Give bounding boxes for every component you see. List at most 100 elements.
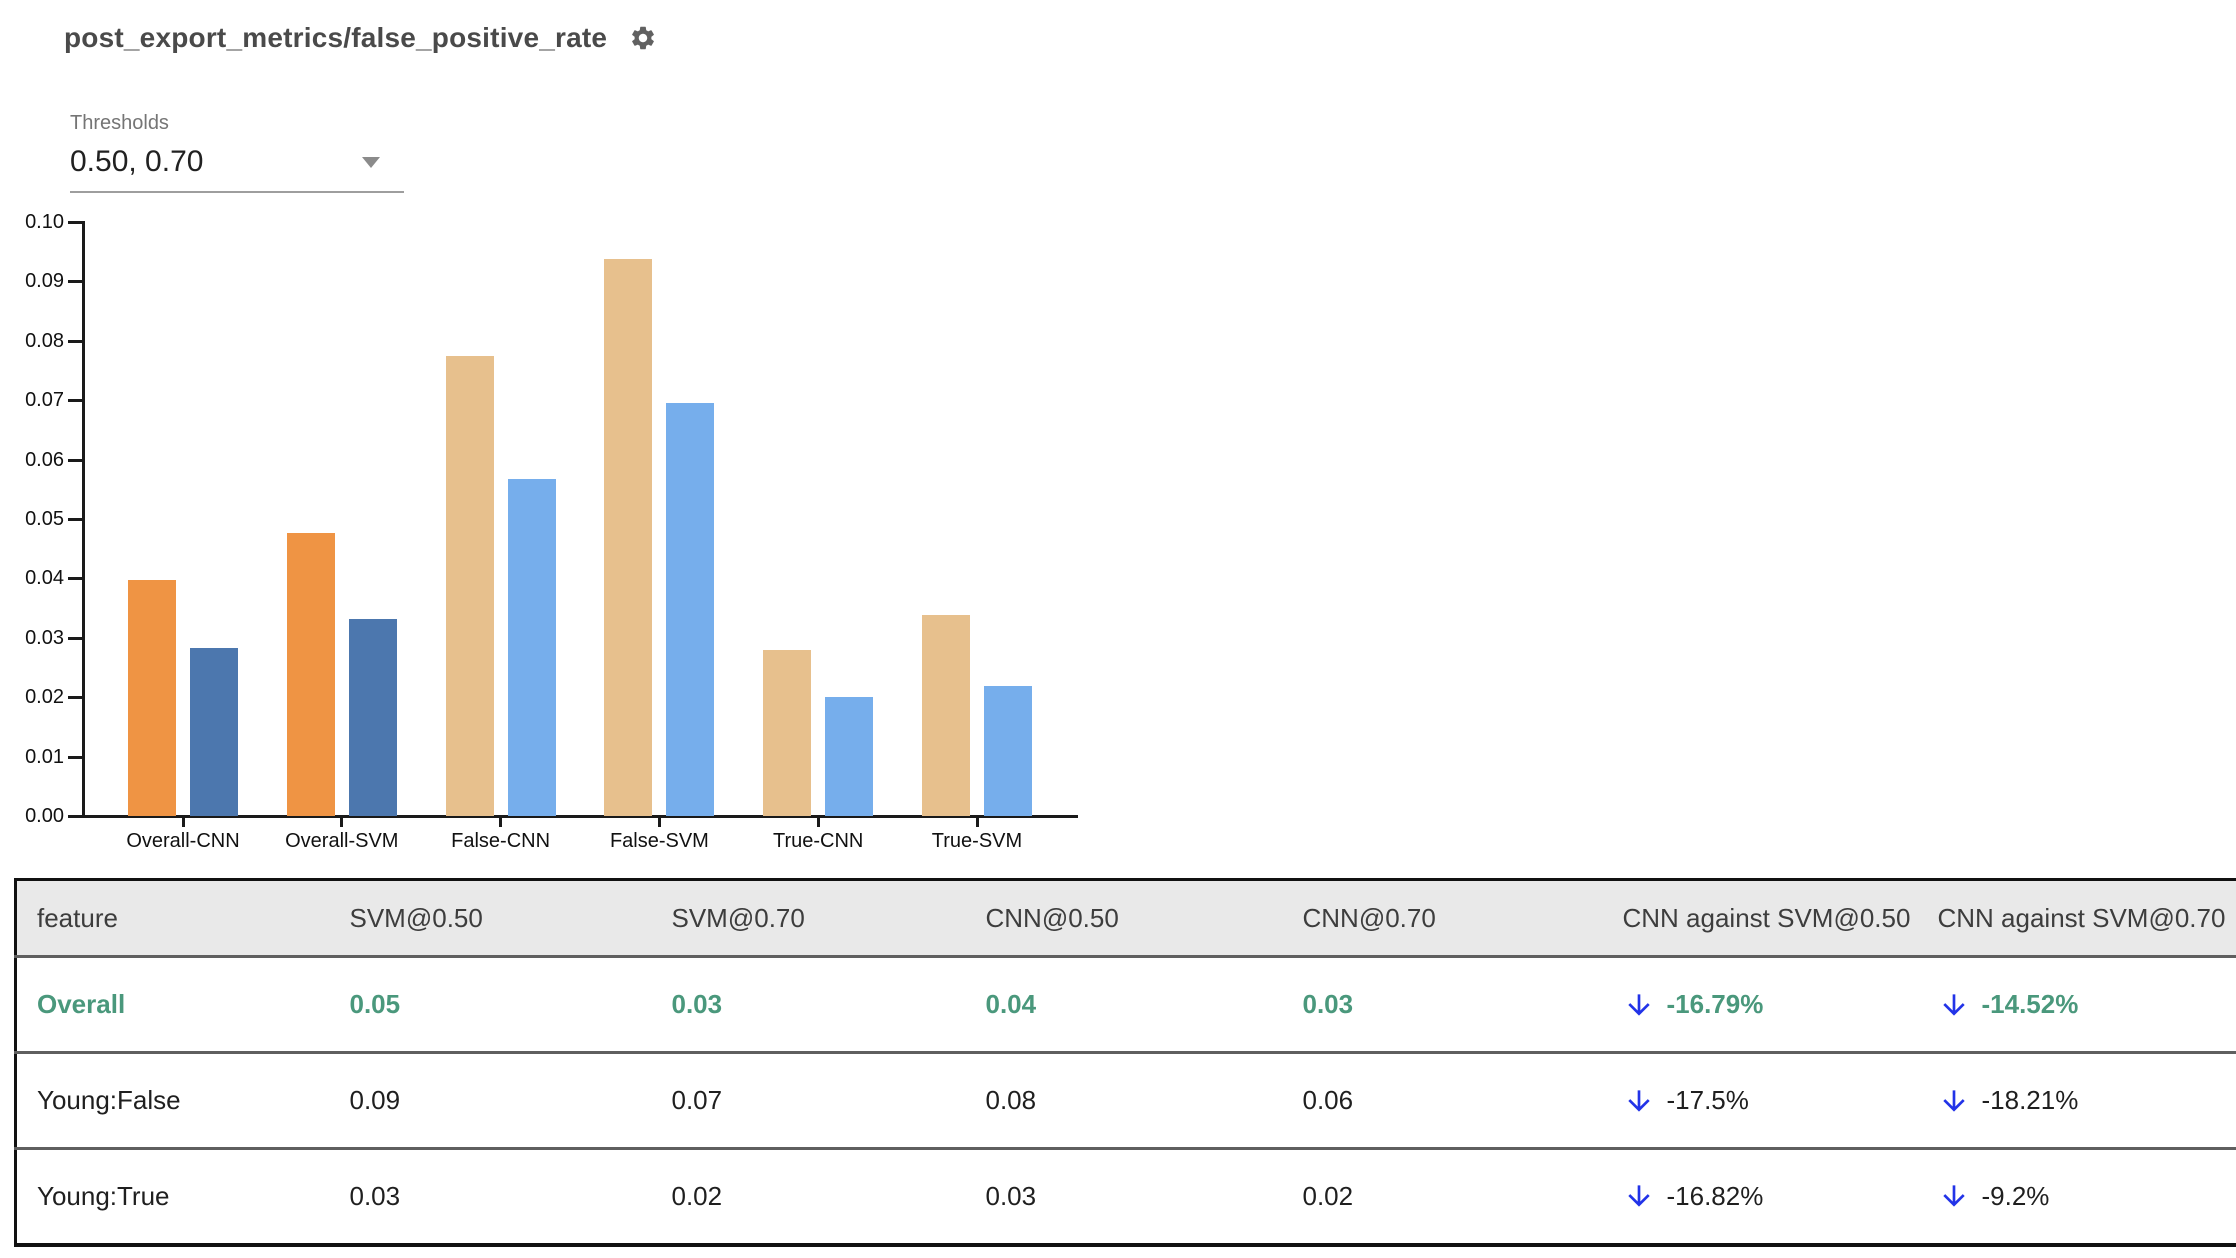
comparison-percent: -18.21%	[1981, 1085, 2079, 1115]
x-axis-line	[82, 815, 1078, 818]
y-axis-tick-label: 0.10	[25, 211, 64, 233]
bar-Overall-SVM-t050[interactable]	[286, 532, 335, 816]
table-row: Young:True 0.03 0.02 0.03 0.02 -16.82% -9.2%	[16, 1149, 2236, 1245]
bar-Overall-CNN-t070[interactable]	[190, 648, 238, 816]
metric-value-cell: 0.03	[349, 1180, 401, 1211]
bar-True-CNN-t070[interactable]	[825, 696, 874, 816]
y-axis-tick	[68, 696, 82, 700]
thresholds-select[interactable]: Thresholds 0.50, 0.70	[70, 112, 404, 193]
y-axis-tick-label: 0.04	[25, 567, 64, 590]
header-cnn-050: CNN@0.50	[985, 879, 1303, 958]
metric-value-cell: 0.03	[671, 956, 986, 1054]
comparison-percent: -17.5%	[1666, 1085, 1749, 1115]
metrics-table: feature SVM@0.50 SVM@0.70 CNN@0.50 CNN@0…	[14, 878, 2236, 1247]
comparison-percent: -14.52%	[1981, 989, 2079, 1019]
x-axis-category-label: True-SVM	[931, 830, 1023, 852]
bar-True-SVM-t050[interactable]	[922, 615, 970, 816]
page-title: post_export_metrics/false_positive_rate	[64, 22, 608, 53]
y-axis-tick-label: 0.00	[25, 805, 64, 827]
y-axis-tick-label: 0.05	[25, 508, 64, 530]
y-axis-tick	[68, 518, 82, 521]
comparison-cell: -16.82%	[1623, 1149, 1938, 1245]
y-axis-tick-label: 0.06	[25, 448, 64, 471]
metric-value-cell: 0.02	[671, 1180, 723, 1211]
bar-False-SVM-t050[interactable]	[604, 258, 653, 816]
table-row: Overall 0.05 0.03 0.04 0.03 -16.79% -14.52%	[15, 956, 2236, 1054]
feature-cell: Young:True	[37, 1180, 170, 1211]
x-axis-tick	[816, 818, 820, 827]
y-axis-tick-label: 0.03	[25, 626, 64, 649]
arrow-down-icon	[1623, 1085, 1655, 1117]
header-cnn-070: CNN@0.70	[1302, 879, 1623, 958]
thresholds-value: 0.50, 0.70	[70, 145, 204, 178]
comparison-percent: -16.82%	[1666, 1180, 1764, 1211]
arrow-down-icon	[1938, 989, 1970, 1021]
comparison-percent: -16.79%	[1666, 989, 1764, 1019]
y-axis-tick	[68, 577, 82, 581]
header-svm-050: SVM@0.50	[349, 879, 672, 958]
metric-value-cell: 0.03	[1302, 956, 1623, 1054]
thresholds-value-row: 0.50, 0.70	[70, 145, 404, 193]
metric-value-cell: 0.05	[349, 956, 672, 1054]
metric-value-cell: 0.04	[985, 956, 1303, 1054]
title-row: post_export_metrics/false_positive_rate	[64, 22, 657, 54]
y-axis-tick	[68, 221, 82, 224]
bar-False-SVM-t070[interactable]	[666, 403, 715, 816]
comparison-percent: -9.2%	[1981, 1180, 2050, 1211]
arrow-down-icon	[1623, 989, 1655, 1021]
metric-value-cell: 0.09	[349, 1052, 672, 1150]
metric-value-cell: 0.07	[671, 1052, 986, 1150]
header-cnn-vs-svm-070: CNN against SVM@0.70	[1937, 879, 2236, 958]
x-axis-category-label: False-CNN	[451, 830, 551, 852]
y-axis-tick	[68, 280, 82, 284]
table-row: Young:False 0.09 0.07 0.08 0.06 -17.5% -18.21%	[15, 1052, 2236, 1150]
arrow-down-icon	[1623, 1180, 1655, 1212]
x-axis-tick	[499, 818, 503, 827]
table-header-row: feature SVM@0.50 SVM@0.70 CNN@0.50 CNN@0…	[15, 879, 2236, 958]
thresholds-label: Thresholds	[70, 112, 169, 134]
y-axis-tick	[68, 458, 82, 462]
bar-True-CNN-t050[interactable]	[763, 649, 812, 816]
x-axis-category-label: Overall-SVM	[285, 830, 399, 852]
x-axis-category-label: True-CNN	[773, 830, 864, 852]
false-positive-rate-bar-chart: 0.00 0.01 0.02 0.03 0.04 0.05 0.06 0.07 0.08 0.09…	[0, 0, 1150, 880]
comparison-cell: -18.21%	[1937, 1052, 2236, 1150]
y-axis-tick	[68, 755, 82, 759]
header-cnn-vs-svm-050: CNN against SVM@0.50	[1622, 879, 1938, 958]
bar-Overall-CNN-t050[interactable]	[128, 579, 176, 816]
bar-False-CNN-t070[interactable]	[507, 478, 556, 816]
header-svm-070: SVM@0.70	[671, 879, 986, 958]
comparison-cell: -9.2%	[1938, 1149, 2236, 1245]
feature-cell: Overall	[15, 956, 350, 1054]
settings-gear-icon[interactable]	[629, 24, 657, 52]
y-axis-tick-label: 0.01	[25, 745, 64, 768]
y-axis-tick-label: 0.08	[25, 329, 64, 352]
x-axis-tick	[340, 818, 344, 827]
feature-cell: Young:False	[15, 1052, 350, 1150]
x-axis-category-label: False-SVM	[609, 830, 709, 852]
comparison-cell: -16.79%	[1622, 956, 1938, 1054]
chevron-down-icon	[362, 157, 380, 168]
y-axis-tick	[68, 399, 82, 403]
x-axis-category-label: Overall-CNN	[126, 830, 240, 852]
comparison-cell: -17.5%	[1622, 1052, 1938, 1150]
metric-value-cell: 0.08	[985, 1052, 1303, 1150]
y-axis-tick-label: 0.07	[25, 389, 64, 412]
y-axis-tick	[68, 815, 82, 818]
y-axis-tick	[68, 636, 82, 640]
bar-False-CNN-t050[interactable]	[445, 356, 494, 816]
arrow-down-icon	[1938, 1085, 1970, 1117]
comparison-cell: -14.52%	[1937, 956, 2236, 1054]
bar-True-SVM-t070[interactable]	[984, 685, 1032, 816]
x-axis-tick	[657, 818, 661, 827]
y-axis-tick-label: 0.09	[25, 270, 64, 293]
x-axis-tick	[975, 818, 979, 827]
metric-value-cell: 0.02	[1302, 1180, 1354, 1211]
y-axis-tick	[68, 339, 82, 343]
y-axis-line	[82, 221, 85, 818]
x-axis-tick	[181, 818, 185, 827]
bar-Overall-SVM-t070[interactable]	[348, 619, 397, 816]
header-feature: feature	[15, 879, 350, 958]
metric-value-cell: 0.06	[1302, 1052, 1623, 1150]
